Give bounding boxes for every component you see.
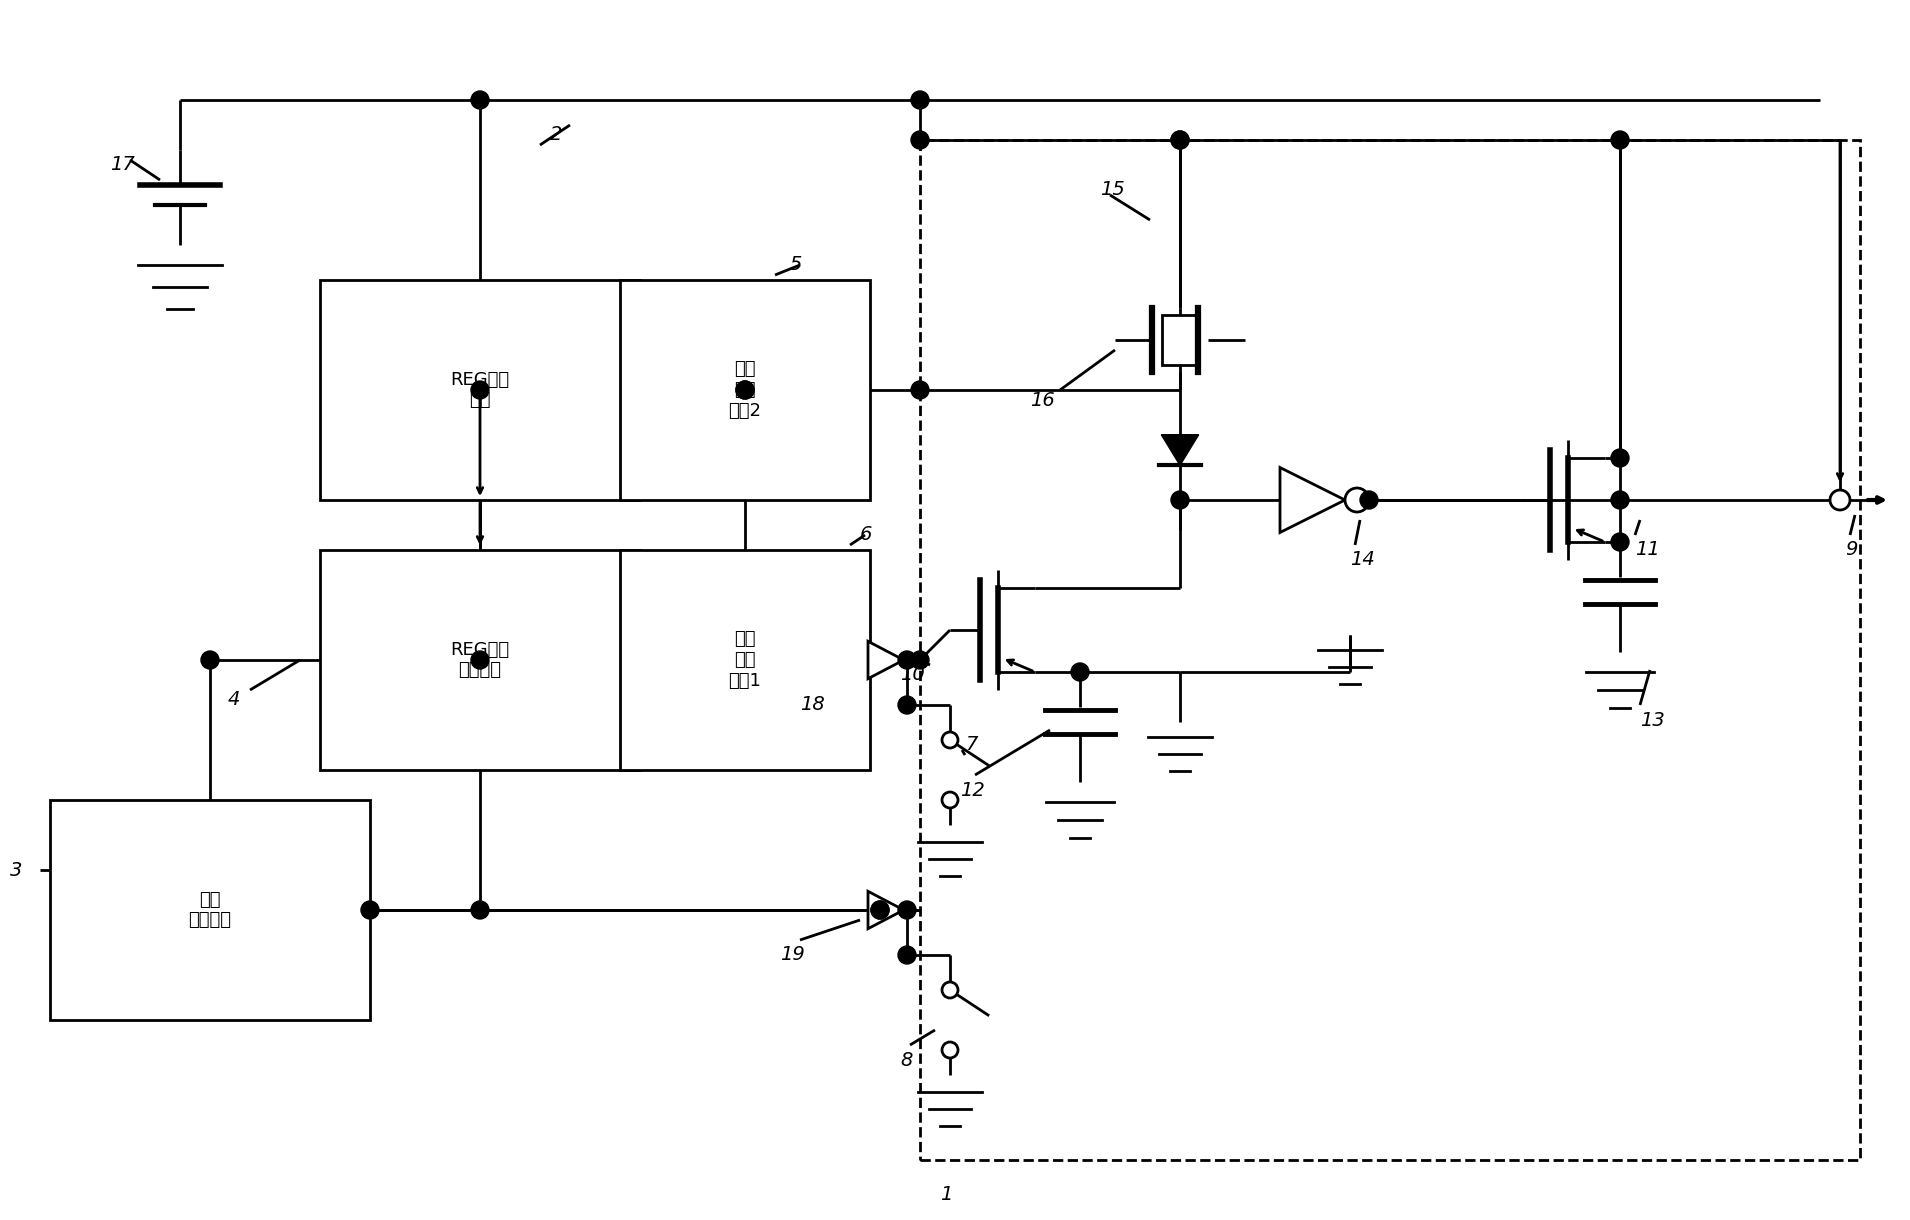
Circle shape <box>1610 449 1629 467</box>
Text: 电压
控制电路: 电压 控制电路 <box>189 891 231 930</box>
Circle shape <box>911 92 928 109</box>
Circle shape <box>942 982 959 998</box>
Circle shape <box>361 902 378 919</box>
Text: 7: 7 <box>965 736 978 754</box>
Text: 17: 17 <box>111 155 136 174</box>
Circle shape <box>1830 490 1851 510</box>
Circle shape <box>871 902 888 919</box>
Text: 14: 14 <box>1350 550 1375 570</box>
Bar <box>321 281 640 500</box>
Polygon shape <box>1280 467 1345 532</box>
Bar <box>50 800 371 1020</box>
Text: 时间
常数
电路1: 时间 常数 电路1 <box>728 631 762 689</box>
Text: 9: 9 <box>1845 540 1857 560</box>
Polygon shape <box>1161 434 1199 465</box>
Circle shape <box>1171 131 1190 149</box>
Bar <box>321 550 640 770</box>
Text: 13: 13 <box>1641 710 1666 730</box>
Text: 10: 10 <box>900 665 924 684</box>
Circle shape <box>911 131 928 149</box>
Text: 4: 4 <box>227 691 241 710</box>
Bar <box>621 281 869 500</box>
Text: 6: 6 <box>860 526 873 544</box>
Circle shape <box>1072 662 1089 681</box>
Text: 19: 19 <box>779 946 804 965</box>
Circle shape <box>1360 490 1377 509</box>
Text: 2: 2 <box>550 126 562 144</box>
Circle shape <box>472 381 489 399</box>
Circle shape <box>911 651 928 669</box>
Circle shape <box>898 695 917 714</box>
Circle shape <box>472 651 489 669</box>
Bar <box>621 550 869 770</box>
Circle shape <box>1610 533 1629 551</box>
Circle shape <box>201 651 220 669</box>
Text: 18: 18 <box>800 695 825 715</box>
Circle shape <box>472 902 489 919</box>
Bar <box>1161 315 1198 365</box>
Text: 16: 16 <box>1029 390 1054 410</box>
Circle shape <box>735 381 754 399</box>
Polygon shape <box>867 642 903 678</box>
Text: 12: 12 <box>961 781 986 799</box>
Circle shape <box>1610 490 1629 509</box>
Text: 时间
常数
电路2: 时间 常数 电路2 <box>728 360 762 420</box>
Text: REG电压
电路: REG电压 电路 <box>451 371 510 410</box>
Polygon shape <box>867 892 903 928</box>
Circle shape <box>898 902 917 919</box>
Circle shape <box>1171 131 1190 149</box>
Circle shape <box>1171 490 1190 509</box>
Text: REG电压
检测电路: REG电压 检测电路 <box>451 640 510 680</box>
Circle shape <box>1610 131 1629 149</box>
Text: 11: 11 <box>1635 540 1660 560</box>
Circle shape <box>1345 488 1369 512</box>
Text: 3: 3 <box>10 860 23 880</box>
Circle shape <box>898 651 917 669</box>
Text: 8: 8 <box>900 1050 913 1070</box>
Circle shape <box>871 902 888 919</box>
Circle shape <box>898 946 917 964</box>
Circle shape <box>942 792 959 808</box>
Circle shape <box>472 92 489 109</box>
Text: 1: 1 <box>940 1185 953 1204</box>
Circle shape <box>942 732 959 748</box>
Circle shape <box>735 381 754 399</box>
Bar <box>921 140 1860 1160</box>
Circle shape <box>911 381 928 399</box>
Text: 5: 5 <box>791 255 802 274</box>
Text: 15: 15 <box>1100 181 1125 200</box>
Circle shape <box>942 1042 959 1058</box>
